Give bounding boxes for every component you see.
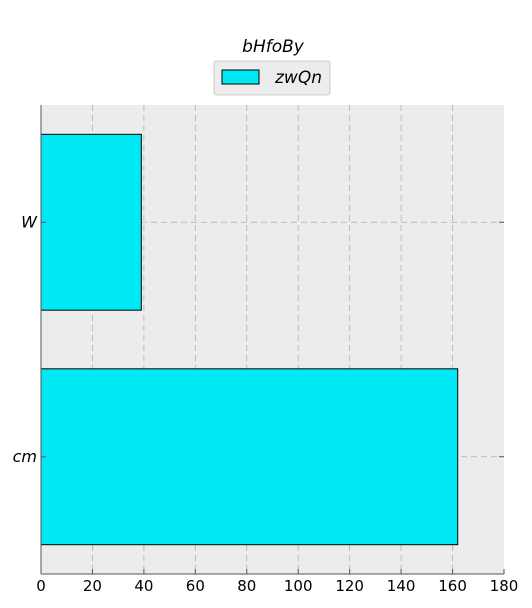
x-tick-label: 60 (186, 577, 205, 595)
legend: zwQn (214, 61, 330, 95)
y-tick-label: W (21, 212, 38, 231)
bar-cm (41, 369, 458, 545)
y-tick-label: cm (13, 447, 37, 466)
x-tick-label: 0 (36, 577, 46, 595)
legend-label: zwQn (274, 68, 322, 88)
x-tick-label: 20 (83, 577, 102, 595)
x-tick-label: 40 (134, 577, 153, 595)
legend-swatch (222, 70, 259, 84)
chart-title: bHfoBy (242, 37, 305, 57)
x-tick-label: 120 (335, 577, 364, 595)
x-tick-label: 140 (387, 577, 416, 595)
x-tick-label: 180 (490, 577, 519, 595)
bar-W (41, 134, 141, 310)
x-tick-label: 160 (438, 577, 467, 595)
x-tick-label: 100 (284, 577, 313, 595)
x-tick-label: 80 (237, 577, 256, 595)
